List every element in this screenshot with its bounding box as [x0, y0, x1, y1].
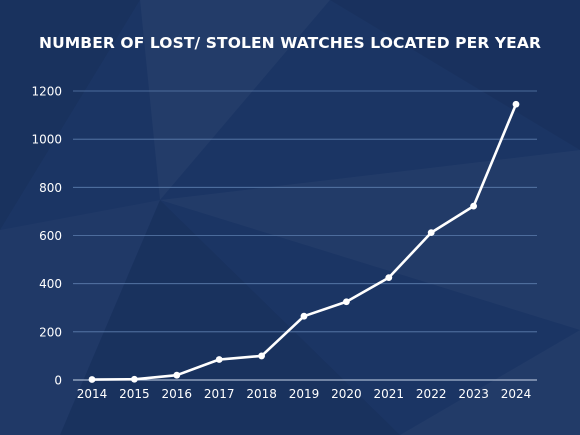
y-tick-label: 0	[54, 374, 62, 388]
chart-title: NUMBER OF LOST/ STOLEN WATCHES LOCATED P…	[39, 34, 541, 52]
y-axis-ticks: 0 200 400 600 800 1000 1200	[31, 85, 62, 388]
y-tick-label: 200	[39, 325, 62, 339]
x-tick-label: 2021	[374, 387, 405, 401]
y-tick-label: 1000	[31, 133, 62, 147]
y-tick-label: 800	[39, 181, 62, 195]
grid-lines	[73, 90, 537, 381]
data-point	[470, 202, 477, 210]
x-tick-label: 2024	[501, 387, 532, 401]
data-point	[131, 375, 138, 383]
x-tick-label: 2018	[246, 387, 277, 401]
x-tick-label: 2022	[416, 387, 447, 401]
data-point	[427, 229, 435, 237]
x-tick-label: 2017	[204, 387, 235, 401]
data-point	[258, 352, 265, 360]
y-tick-label: 600	[39, 229, 62, 243]
x-tick-label: 2020	[331, 387, 362, 401]
data-point	[88, 376, 96, 383]
data-point	[385, 274, 393, 282]
y-tick-label: 400	[39, 277, 62, 291]
x-tick-label: 2015	[119, 387, 150, 401]
data-point	[215, 356, 223, 363]
data-point	[343, 298, 350, 306]
data-point	[512, 100, 520, 108]
data-point	[300, 312, 308, 320]
x-tick-label: 2023	[458, 387, 489, 401]
series-line	[90, 102, 518, 381]
data-point	[173, 371, 181, 379]
x-tick-label: 2019	[289, 387, 320, 401]
x-axis-ticks: 2014 2015 2016 2017 2018 2019 2020 2021 2022 2023…	[77, 387, 532, 401]
x-tick-label: 2016	[162, 387, 193, 401]
y-tick-label: 1200	[31, 85, 62, 99]
x-tick-label: 2014	[77, 387, 108, 401]
series-layer	[88, 100, 520, 383]
